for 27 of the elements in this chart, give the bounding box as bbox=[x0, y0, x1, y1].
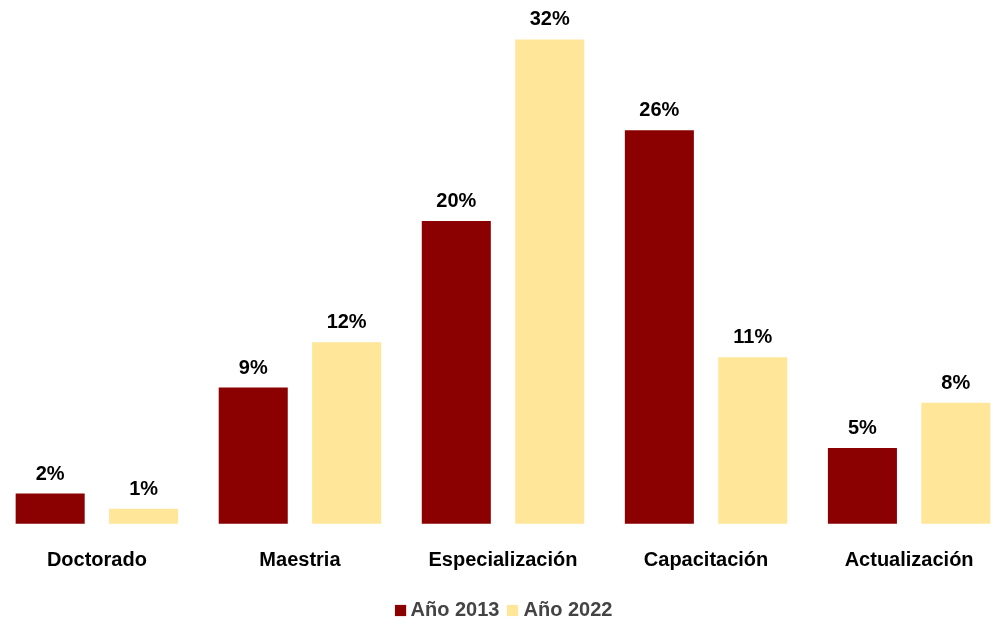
data-label: 11% bbox=[733, 325, 773, 348]
bar bbox=[827, 448, 897, 524]
bar bbox=[15, 493, 85, 524]
data-label: 9% bbox=[238, 355, 268, 378]
legend-label: Año 2013 bbox=[410, 598, 500, 621]
x-tick-label: Maestria bbox=[259, 547, 342, 570]
legend-label: Año 2022 bbox=[523, 598, 613, 621]
x-tick-label: Actualización bbox=[844, 547, 974, 570]
bar bbox=[109, 508, 179, 524]
bar bbox=[218, 387, 288, 524]
x-tick-label: Especialización bbox=[428, 547, 578, 570]
bar bbox=[624, 130, 694, 524]
x-tick-label: Capacitación bbox=[643, 547, 769, 570]
bar bbox=[921, 402, 991, 524]
data-label: 5% bbox=[847, 416, 878, 439]
bar bbox=[515, 39, 585, 524]
bar bbox=[718, 357, 788, 524]
bar bbox=[312, 342, 382, 524]
data-label: 1% bbox=[129, 476, 159, 499]
x-tick-label: Doctorado bbox=[46, 547, 147, 570]
bar bbox=[421, 221, 491, 524]
data-label: 2% bbox=[35, 461, 65, 484]
data-label: 26% bbox=[639, 98, 680, 121]
data-label: 12% bbox=[326, 310, 367, 333]
data-label: 20% bbox=[436, 189, 477, 212]
data-label: 32% bbox=[529, 7, 570, 30]
data-label: 8% bbox=[941, 370, 971, 393]
